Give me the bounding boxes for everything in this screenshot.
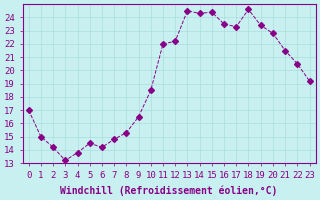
X-axis label: Windchill (Refroidissement éolien,°C): Windchill (Refroidissement éolien,°C) xyxy=(60,185,278,196)
